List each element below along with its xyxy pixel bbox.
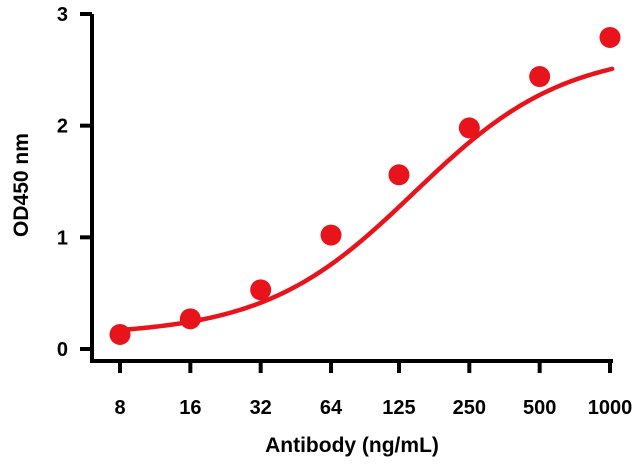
y-tick-label: 0 [57, 339, 68, 361]
axes [90, 14, 613, 363]
y-tick-label: 1 [57, 227, 68, 249]
data-point [388, 164, 410, 186]
x-axis-title: Antibody (ng/mL) [265, 434, 439, 457]
x-tick-label: 250 [453, 397, 486, 419]
x-tick-label: 1000 [588, 397, 633, 419]
data-point [529, 66, 551, 88]
x-tick-label: 32 [250, 397, 272, 419]
data-point [179, 308, 201, 330]
x-tick-label: 16 [179, 397, 201, 419]
data-point [250, 279, 272, 301]
x-tick-label: 125 [382, 397, 415, 419]
x-tick-label: 8 [114, 397, 125, 419]
data-point [458, 117, 480, 139]
points-layer [109, 26, 621, 345]
y-tick-label: 3 [57, 4, 68, 26]
data-point [599, 26, 621, 48]
fit-curve-layer [112, 66, 615, 333]
ticks: 8 16 32 64 125 250 500 1000 0 1 2 3 [57, 4, 632, 419]
y-axis-title: OD450 nm [10, 133, 33, 237]
fit-curve [112, 66, 615, 333]
x-tick-label: 64 [320, 397, 343, 419]
data-point [320, 224, 342, 246]
y-tick-label: 2 [57, 116, 68, 138]
x-tick-label: 500 [523, 397, 556, 419]
data-point [109, 323, 131, 345]
